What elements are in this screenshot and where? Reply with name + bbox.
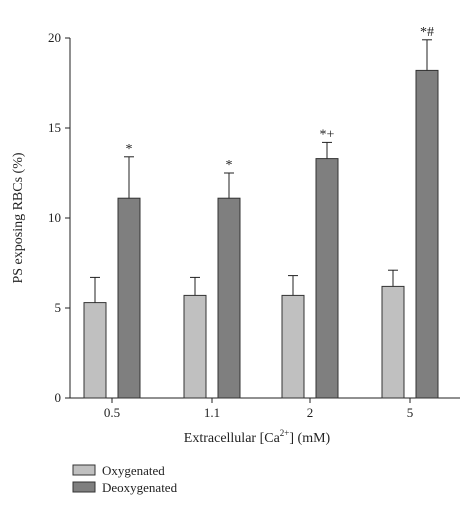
- y-tick-label: 10: [48, 210, 61, 225]
- legend-swatch-deoxygenated: [72, 481, 96, 493]
- chart-legend: Oxygenated Deoxygenated: [72, 463, 178, 495]
- significance-marker: *+: [320, 127, 335, 142]
- bar-deoxygenated: [217, 197, 241, 399]
- significance-marker: *#: [420, 25, 434, 40]
- x-axis-label-superscript: 2+: [280, 428, 290, 438]
- y-tick-label: 20: [48, 30, 61, 45]
- x-tick-label: 5: [407, 405, 414, 420]
- bar-oxygenated: [381, 285, 405, 399]
- legend-swatch-oxygenated: [72, 464, 96, 476]
- x-axis-label-suffix: ] (mM): [289, 431, 330, 446]
- bar-oxygenated: [83, 302, 107, 399]
- bar-oxygenated: [281, 294, 305, 399]
- chart-bars: * * *+ *#: [83, 25, 439, 399]
- significance-marker: *: [126, 142, 133, 157]
- bar-deoxygenated: [415, 69, 439, 399]
- bar-deoxygenated: [315, 158, 339, 399]
- x-tick-label: 1.1: [204, 405, 220, 420]
- y-tick-label: 0: [55, 390, 62, 405]
- x-tick-label: 2: [307, 405, 314, 420]
- bar-deoxygenated: [117, 197, 141, 399]
- bar-oxygenated: [183, 294, 207, 399]
- legend-label-oxygenated: Oxygenated: [102, 463, 165, 478]
- significance-marker: *: [226, 158, 233, 173]
- y-axis-label: PS exposing RBCs (%): [11, 152, 26, 283]
- x-axis-label-main: Extracellular [Ca: [184, 431, 281, 446]
- legend-label-deoxygenated: Deoxygenated: [102, 480, 178, 495]
- y-tick-label: 5: [55, 300, 62, 315]
- y-tick-label: 15: [48, 120, 61, 135]
- x-tick-label: 0.5: [104, 405, 120, 420]
- x-axis-label: Extracellular [Ca2+] (mM): [184, 428, 331, 446]
